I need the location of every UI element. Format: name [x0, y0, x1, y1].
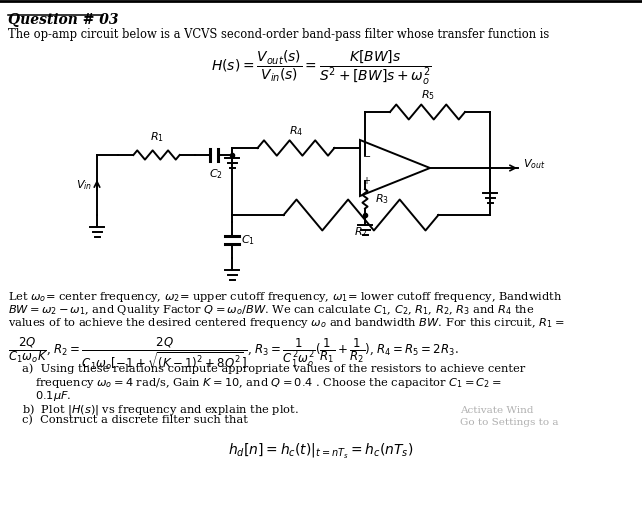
Text: $H(s) = \dfrac{V_{out}(s)}{V_{in}(s)} = \dfrac{K[BW]s}{S^2 + [BW]s + \omega_o^2}: $H(s) = \dfrac{V_{out}(s)}{V_{in}(s)} = …	[211, 49, 431, 87]
Text: $BW= \omega_2 - \omega_1$, and Quality Factor $Q = \omega_o/BW$. We can calculat: $BW= \omega_2 - \omega_1$, and Quality F…	[8, 303, 535, 317]
Text: Activate Wind: Activate Wind	[460, 406, 534, 415]
Text: $0.1\mu F$.: $0.1\mu F$.	[35, 389, 71, 403]
Text: $C_2$: $C_2$	[209, 167, 223, 181]
Text: $R_2$: $R_2$	[354, 225, 368, 239]
Text: Let $\omega_o$= center frequency, $\omega_2$= upper cutoff frequency, $\omega_1$: Let $\omega_o$= center frequency, $\omeg…	[8, 290, 562, 304]
Text: $R_4$: $R_4$	[289, 124, 303, 138]
Text: Question # 03: Question # 03	[8, 13, 119, 27]
Text: $R_3$: $R_3$	[375, 192, 389, 206]
Text: $C_1$: $C_1$	[241, 233, 255, 247]
Text: c)  Construct a discrete filter such that: c) Construct a discrete filter such that	[22, 415, 248, 425]
Text: The op-amp circuit below is a VCVS second-order band-pass filter whose transfer : The op-amp circuit below is a VCVS secon…	[8, 28, 550, 41]
Text: a)  Using these relations compute appropriate values of the resistors to achieve: a) Using these relations compute appropr…	[22, 363, 525, 374]
Text: $\dfrac{2Q}{C_1\omega_oK}$, $R_2 = \dfrac{2Q}{C_1\omega_o[-1+\sqrt{(K-1)^2+8Q^2}: $\dfrac{2Q}{C_1\omega_oK}$, $R_2 = \dfra…	[8, 336, 459, 373]
Text: b)  Plot $|H(s)|$ vs frequency and explain the plot.: b) Plot $|H(s)|$ vs frequency and explai…	[22, 402, 299, 417]
Text: $V_{out}$: $V_{out}$	[523, 157, 546, 171]
Text: Go to Settings to a: Go to Settings to a	[460, 418, 559, 427]
Text: values of to achieve the desired centered frequency $\omega_o$ and bandwidth $BW: values of to achieve the desired centere…	[8, 316, 564, 330]
Text: $R_1$: $R_1$	[150, 130, 164, 144]
Text: $-$: $-$	[363, 151, 372, 161]
Text: $+$: $+$	[363, 175, 372, 186]
Text: $V_{in}$: $V_{in}$	[76, 178, 92, 192]
Text: $R_5$: $R_5$	[421, 88, 435, 102]
Text: $h_d[n] = h_c(t)|_{t=nT_s} = h_c(nT_s)$: $h_d[n] = h_c(t)|_{t=nT_s} = h_c(nT_s)$	[228, 442, 414, 461]
Text: frequency $\omega_o = 4$ rad/s, Gain $K = 10$, and $Q = 0.4$ . Choose the capaci: frequency $\omega_o = 4$ rad/s, Gain $K …	[35, 376, 502, 390]
